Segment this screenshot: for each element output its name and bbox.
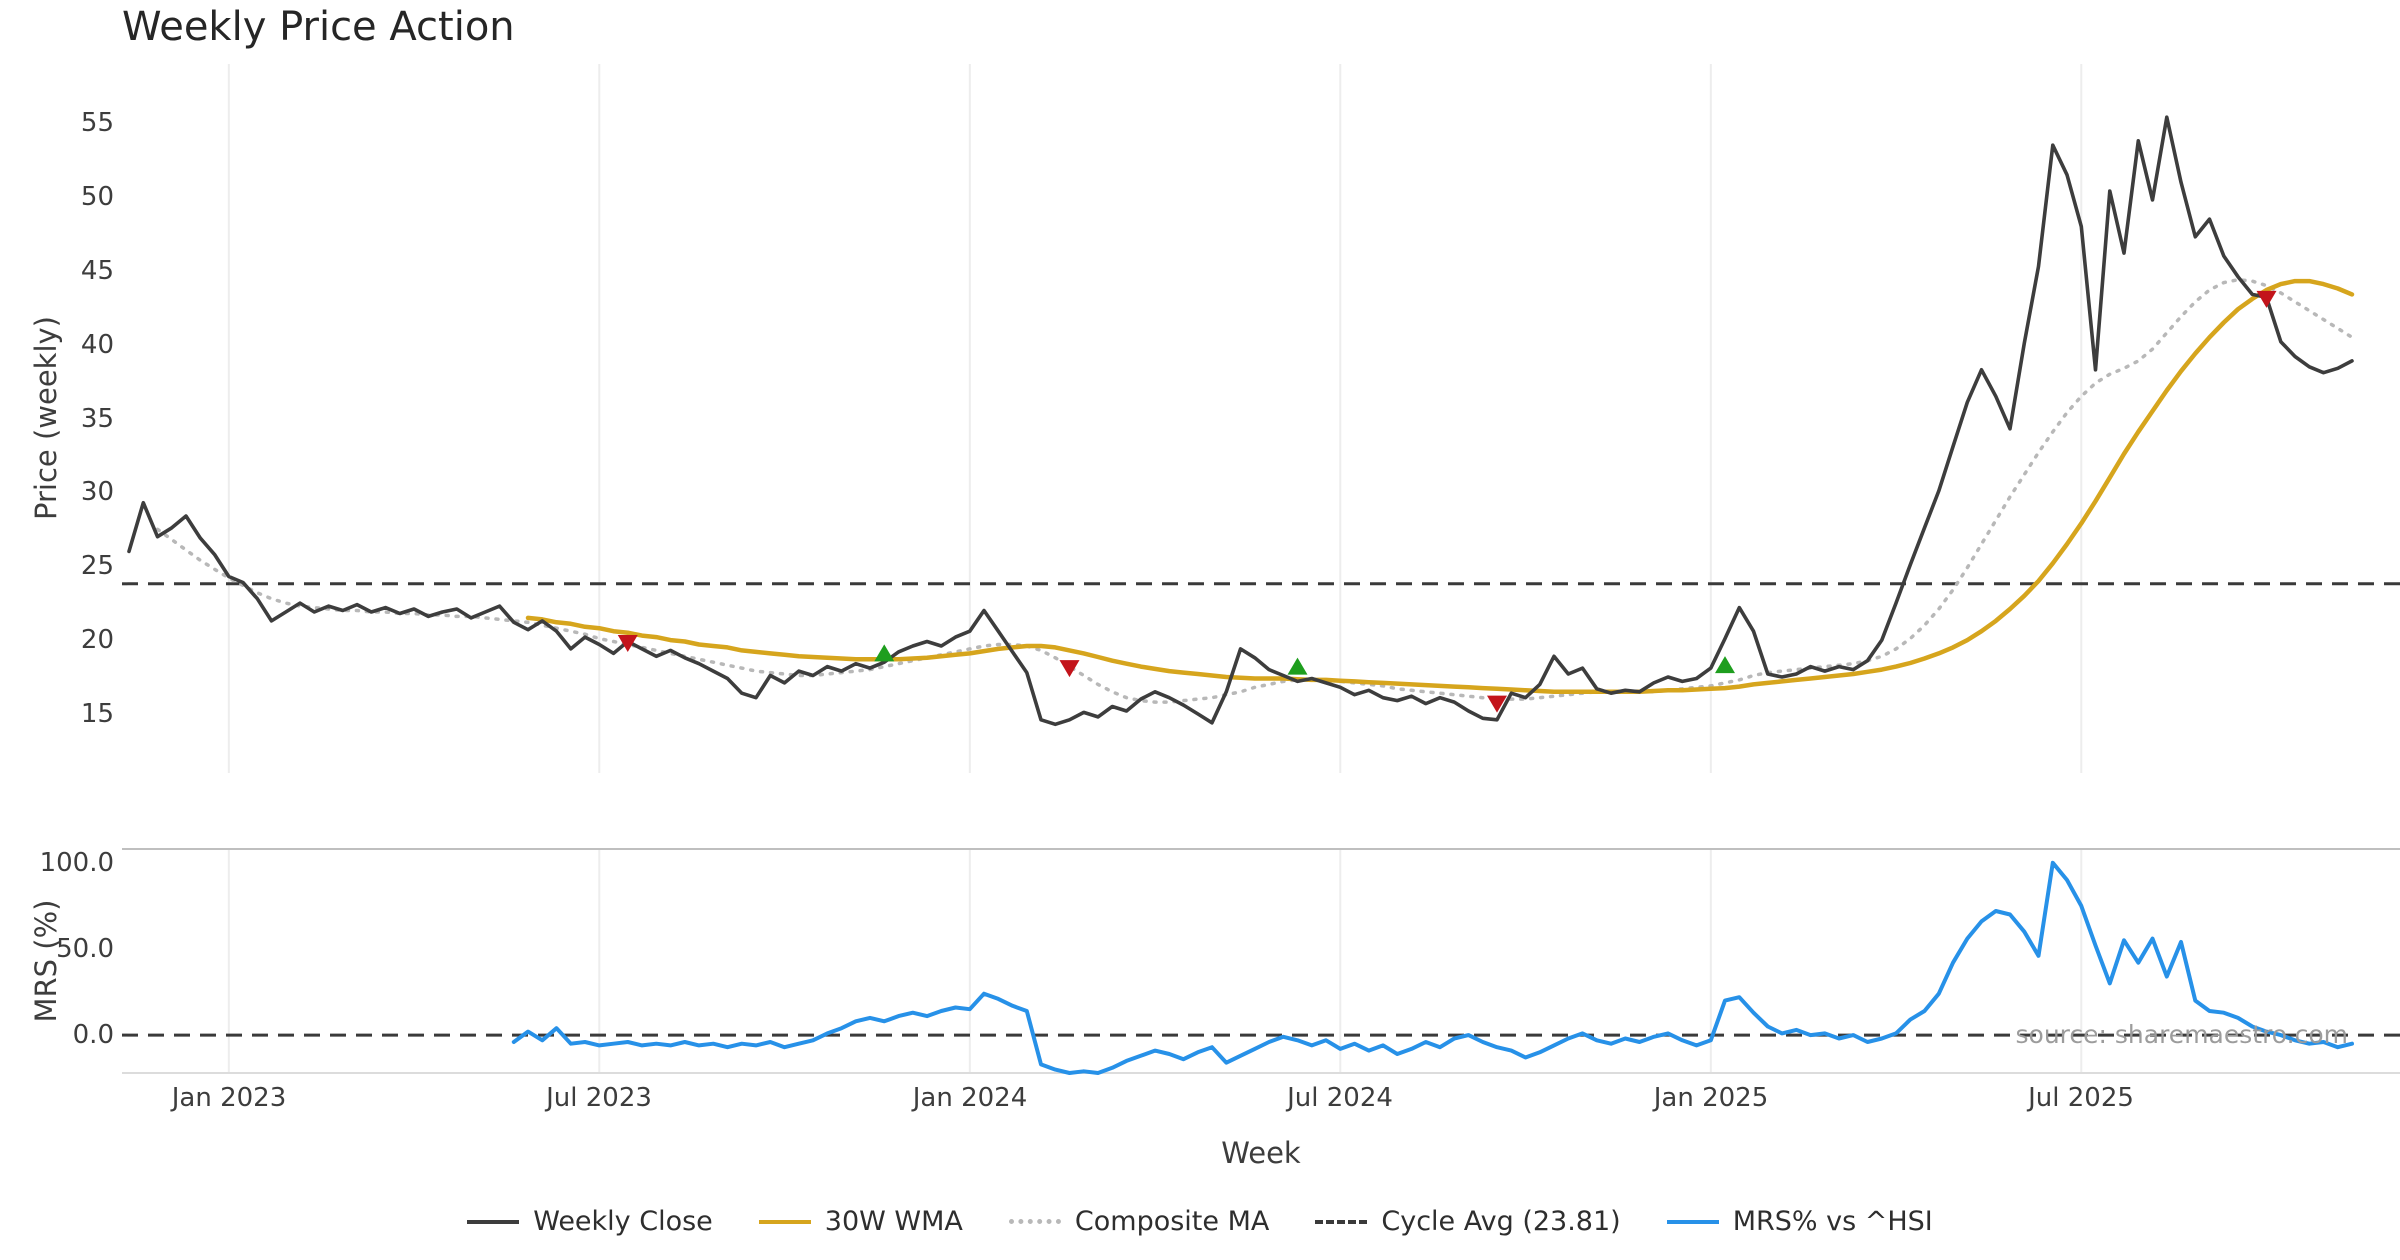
mrs-ytick-label: 50.0 [56,934,114,964]
legend-swatch-icon [1008,1219,1061,1224]
legend-label: 30W WMA [824,1206,963,1237]
price-ytick-label: 45 [80,256,114,286]
legend-label: Composite MA [1074,1206,1270,1237]
legend-item: MRS% vs ^HSI [1666,1206,1933,1237]
legend-label: MRS% vs ^HSI [1732,1206,1933,1237]
xtick-label: Jan 2025 [1653,1083,1769,1113]
sell-signal-icon [1059,660,1080,678]
price-ytick-label: 55 [80,108,114,138]
legend-item: Cycle Avg (23.81) [1315,1206,1621,1237]
legend-item: Composite MA [1008,1206,1270,1237]
buy-signal-icon [1287,657,1308,675]
price-ytick-label: 40 [80,330,114,360]
price-ytick-label: 50 [80,182,114,212]
price-ytick-label: 25 [80,551,114,581]
legend-item: 30W WMA [758,1206,963,1237]
price-ytick-label: 30 [80,477,114,507]
legend-swatch-icon [467,1219,520,1224]
price-ytick-label: 15 [80,699,114,729]
xtick-label: Jan 2023 [171,1083,287,1113]
x-axis-label: Week [1221,1136,1301,1170]
legend-label: Cycle Avg (23.81) [1381,1206,1621,1237]
xtick-label: Jul 2023 [546,1083,652,1113]
sell-signal-icon [1487,695,1507,713]
composite-ma-line [155,277,2354,704]
buy-signal-icon [1715,656,1735,674]
legend-label: Weekly Close [533,1206,713,1237]
weekly-close-line [127,115,2354,727]
legend-swatch-icon [1666,1219,1719,1224]
legend: Weekly Close 30W WMA Composite MA Cycle Avg… [0,1206,2400,1237]
wma-line [525,278,2355,695]
sell-signal-icon [2256,290,2277,308]
watermark: source: sharemaestro.com [2015,1020,2349,1049]
xtick-label: Jan 2024 [912,1083,1028,1113]
chart-title: Weekly Price Action [122,4,515,50]
mrs-line [511,860,2354,1075]
sell-signal-icon [617,635,638,653]
xtick-label: Jul 2025 [2028,1083,2134,1113]
mrs-ytick-label: 100.0 [39,848,114,878]
legend-swatch-icon [1315,1219,1368,1224]
legend-swatch-icon [758,1219,811,1224]
legend-item: Weekly Close [467,1206,713,1237]
buy-signal-icon [874,644,895,662]
price-ytick-label: 35 [80,404,114,434]
xtick-label: Jul 2024 [1287,1083,1393,1113]
price-ytick-label: 20 [80,625,114,655]
mrs-ytick-label: 0.0 [72,1020,114,1050]
